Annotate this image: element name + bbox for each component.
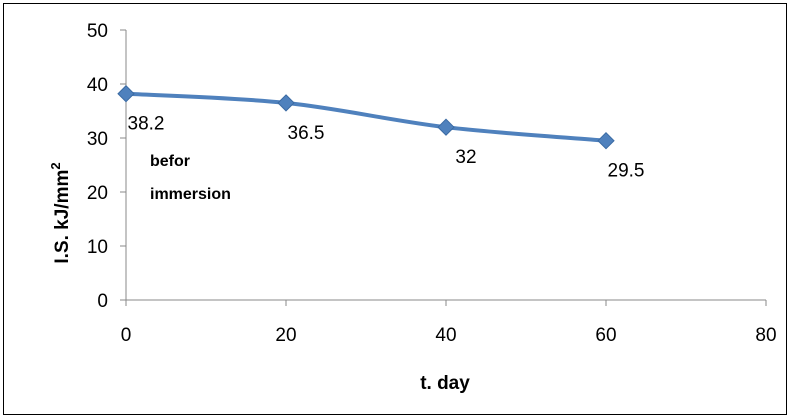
y-tick-label: 40: [87, 75, 108, 96]
y-axis-title-text: I.S. kJ/mm: [52, 170, 73, 264]
x-ticks: 0 20 40 60 80: [121, 300, 777, 346]
annotation-line-1: befor: [150, 153, 190, 170]
data-point-marker: [277, 94, 295, 112]
y-axis-title-superscript: 2: [48, 162, 63, 169]
annotation-line-2: immersion: [150, 186, 231, 203]
y-tick-label: 0: [97, 291, 108, 312]
data-label: 32: [455, 147, 476, 168]
x-tick-label: 80: [755, 325, 776, 346]
x-tick-label: 40: [435, 325, 456, 346]
y-axis-title: I.S. kJ/mm2: [48, 162, 73, 263]
data-labels: 38.2 36.5 32 29.5: [128, 114, 645, 182]
y-tick-label: 10: [87, 237, 108, 258]
series-line: [124, 91, 608, 143]
data-point-marker: [437, 118, 455, 136]
series-markers: [117, 85, 615, 150]
x-tick-label: 0: [121, 325, 132, 346]
data-point-marker: [597, 131, 615, 150]
x-tick-label: 60: [595, 325, 616, 346]
chart-frame: [3, 3, 787, 415]
data-label: 38.2: [128, 114, 165, 135]
y-tick-label: 20: [87, 183, 108, 204]
y-ticks: 0 10 20 30 40 50: [87, 21, 126, 312]
data-label: 36.5: [288, 123, 325, 144]
y-tick-label: 30: [87, 129, 108, 150]
data-label: 29.5: [608, 161, 645, 182]
y-tick-label: 50: [87, 21, 108, 42]
axes: [125, 30, 766, 301]
data-point-marker: [117, 85, 135, 103]
x-tick-label: 20: [275, 325, 296, 346]
x-axis-title: t. day: [420, 373, 470, 394]
